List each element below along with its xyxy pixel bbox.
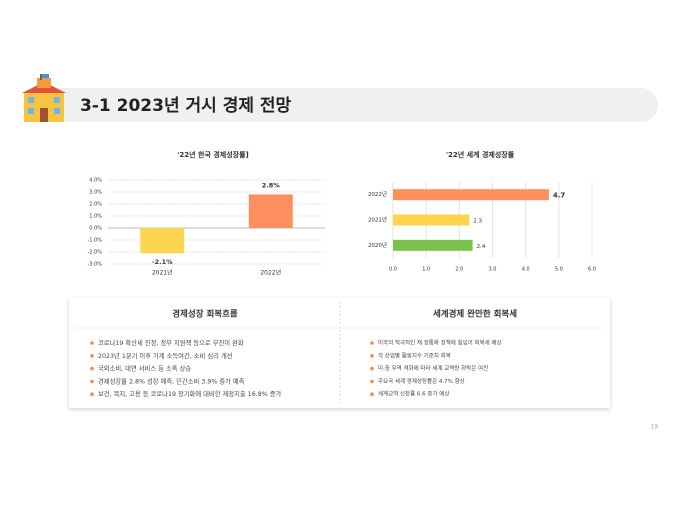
value-label: 2.4 xyxy=(477,244,486,250)
x-tick-label: 0.0 xyxy=(389,267,397,273)
bullet-text: 미국의 적극적인 재·정통화 정책에 힘입어 회복세 예상 xyxy=(378,339,502,347)
bar xyxy=(140,228,185,254)
y-tick-label: 2021년 xyxy=(368,216,387,224)
chart-title: '22년 한국 경제성장률] xyxy=(177,150,248,159)
y-tick-label: 2020년 xyxy=(368,241,387,249)
y-tick-label: 1.0% xyxy=(89,214,102,220)
x-tick-label: 1.0 xyxy=(422,267,430,273)
bullet-text: 2023년 1분기 이후 가계 소득여건, 소비 심리 개선 xyxy=(98,351,233,360)
x-tick-label: 2021년 xyxy=(152,269,173,277)
bullet xyxy=(90,366,94,371)
bullet-text: 세계교역 신장률 6.6 증가 예상 xyxy=(378,390,449,398)
x-tick-label: 6.0 xyxy=(588,267,596,273)
bullet-text: 미·중 무역 격화에 따라 세계 교역량 하락은 여전 xyxy=(378,364,488,372)
header-bar xyxy=(30,88,658,122)
y-tick-label: 4.0% xyxy=(89,178,102,184)
x-tick-label: 3.0 xyxy=(489,267,497,273)
value-label: -2.1% xyxy=(152,258,173,266)
value-label: 2.8% xyxy=(262,181,281,189)
y-tick-label: 0.0% xyxy=(89,226,102,232)
bullet-text: 코로나19 확산세 진정, 정부 지원책 등으로 부진이 완화 xyxy=(98,338,244,347)
y-tick-label: -2.0% xyxy=(87,250,102,256)
x-tick-label: 2022년 xyxy=(260,269,281,277)
bar xyxy=(393,239,473,251)
panel-title: 세계경제 완만한 회복세 xyxy=(433,309,517,320)
value-label: 4.7 xyxy=(553,192,566,200)
slide-title: 3-1 2023년 거시 경제 전망 xyxy=(80,96,292,116)
bullet xyxy=(90,392,94,397)
bullet xyxy=(370,366,374,371)
bar xyxy=(248,194,293,228)
bullet-text: 주요국 세계 경제성장률은 4.7% 향상 xyxy=(378,377,465,385)
value-label: 2.3 xyxy=(473,219,482,225)
panel-title: 경제성장 회복흐름 xyxy=(172,309,238,320)
chart-title: '22년 세계 경제성장률 xyxy=(446,150,515,159)
y-tick-label: -1.0% xyxy=(87,238,102,244)
y-tick-label: 2.0% xyxy=(89,202,102,208)
page-number: 19 xyxy=(650,424,658,431)
bullet xyxy=(90,354,94,358)
bullet-text: 각 산업별 활동지수 기준치 회복 xyxy=(378,351,451,359)
bullet xyxy=(370,341,374,345)
bullet xyxy=(90,341,94,345)
y-tick-label: -3.0% xyxy=(87,262,102,268)
x-tick-label: 2.0 xyxy=(455,267,463,273)
bar xyxy=(393,214,470,226)
y-tick-label: 3.0% xyxy=(89,190,102,196)
x-tick-label: 4.0 xyxy=(522,267,530,273)
y-tick-label: 2022년 xyxy=(368,190,387,198)
bar xyxy=(393,189,549,201)
bullet-text: 보건, 복지, 고용 등 코로나19 장기화에 대비한 재정지출 16.8% 증… xyxy=(98,389,281,398)
house-icon xyxy=(22,74,66,122)
x-tick-label: 5.0 xyxy=(555,267,563,273)
panel-box xyxy=(69,298,610,408)
bullet xyxy=(370,354,374,358)
bullet-text: 국외소비, 대면 서비스 등 소폭 상승 xyxy=(98,364,191,373)
bullet xyxy=(90,379,94,384)
bullet xyxy=(370,392,374,397)
bullet-text: 경제성장률 2.8% 성장 예측, 민간소비 3.9% 증가 예측 xyxy=(98,376,245,385)
bullet xyxy=(370,379,374,384)
